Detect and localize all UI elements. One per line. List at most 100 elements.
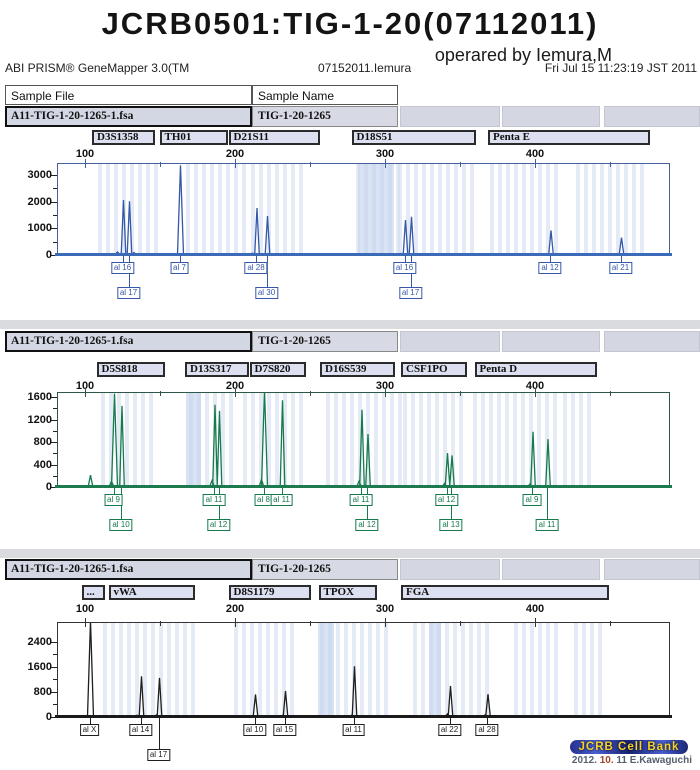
bin-stripe	[461, 623, 465, 717]
y-minor-tick	[53, 241, 57, 243]
bin-stripe	[125, 393, 129, 487]
bin-stripe	[218, 164, 222, 255]
stamp-day: 11	[616, 755, 627, 766]
table-filler-cell	[502, 106, 600, 127]
bin-stripe	[326, 393, 330, 487]
bin-stripe	[283, 393, 287, 487]
allele-connector	[263, 487, 265, 494]
x-major-tick	[385, 618, 386, 627]
y-major-tick	[51, 419, 57, 421]
bin-stripe	[342, 393, 346, 487]
bin-stripe	[135, 623, 139, 717]
allele-label: al 12	[434, 494, 459, 506]
stamp-editor: E.Kawaguchi	[629, 755, 692, 766]
bin-block	[318, 623, 334, 717]
bin-stripe	[579, 393, 583, 487]
allele-label: al 11	[270, 494, 293, 506]
x-major-tick	[535, 618, 536, 627]
bin-stripe	[356, 164, 360, 255]
bin-stripe	[546, 164, 550, 255]
bin-stripe	[336, 623, 340, 717]
x-minor-tick	[460, 162, 461, 167]
bin-stripe	[522, 623, 526, 717]
allele-connector	[404, 255, 406, 262]
bin-stripe	[530, 623, 534, 717]
bin-stripe	[469, 623, 473, 717]
bin-stripe	[368, 623, 372, 717]
bin-stripe	[291, 164, 295, 255]
allele-label: al 11	[342, 724, 365, 736]
bin-stripe	[360, 623, 364, 717]
sample-file-cell[interactable]: A11-TIG-1-20-1265-1.fsa	[5, 331, 252, 352]
x-major-tick	[235, 159, 236, 168]
allele-connector	[179, 255, 181, 262]
bin-stripe	[411, 393, 415, 487]
bin-stripe	[608, 164, 612, 255]
y-tick-label: 800	[33, 436, 52, 448]
bin-stripe	[274, 623, 278, 717]
operator-line: operared by Iemura,M	[434, 45, 612, 65]
bin-stripe	[382, 393, 386, 487]
y-tick-label: 1600	[27, 391, 52, 403]
bin-stripe	[413, 623, 417, 717]
sample-file-cell[interactable]: A11-TIG-1-20-1265-1.fsa	[5, 106, 252, 127]
marker-box-vWA: vWA	[108, 585, 195, 600]
allele-label: al 17	[398, 287, 423, 299]
y-major-tick	[51, 397, 57, 398]
bin-stripe	[146, 164, 150, 255]
y-tick-label: 800	[33, 685, 52, 698]
sample-name-cell[interactable]: TIG-1-20-1265	[252, 331, 398, 352]
sample-name-cell[interactable]: TIG-1-20-1265	[252, 106, 398, 127]
bin-stripe	[489, 393, 493, 487]
allele-connector	[532, 487, 533, 494]
bin-stripe	[183, 623, 187, 717]
trace-svg	[58, 165, 669, 255]
sample-file-cell[interactable]: A11-TIG-1-20-1265-1.fsa	[5, 559, 252, 580]
plot-area	[57, 622, 670, 717]
y-major-tick	[51, 464, 57, 466]
bin-stripe	[221, 393, 225, 487]
bin-stripe	[291, 393, 295, 487]
bin-stripe	[514, 623, 518, 717]
bin-stripe	[445, 623, 449, 717]
bin-stripe	[506, 164, 510, 255]
bin-stripe	[592, 164, 596, 255]
table-filler-cell	[604, 106, 700, 127]
bin-stripe	[497, 393, 501, 487]
marker-box-: ...	[81, 585, 105, 600]
bin-stripe	[554, 164, 558, 255]
jcrb-cell-bank-logo: JCRB Cell Bank	[570, 740, 688, 754]
trace-svg	[58, 623, 669, 717]
x-tick-label: 100	[75, 148, 95, 160]
electropherogram-panel-blue: A11-TIG-1-20-1265-1.fsa TIG-1-20-1265 D3…	[0, 104, 700, 320]
marker-box-D13S317: D13S317	[185, 362, 249, 377]
y-minor-tick	[53, 408, 57, 410]
x-tick-label: 200	[225, 380, 245, 392]
bin-stripe	[98, 164, 102, 255]
bin-stripe	[283, 164, 287, 255]
bin-stripe	[358, 393, 362, 487]
bin-stripe	[430, 164, 434, 255]
bin-stripe	[419, 393, 423, 487]
allele-connector	[547, 487, 548, 519]
y-major-tick	[51, 691, 57, 693]
y-tick-label: 2400	[27, 635, 52, 648]
bin-stripe	[205, 393, 209, 487]
allele-connector	[254, 717, 256, 724]
x-minor-tick	[610, 391, 611, 396]
bin-stripe	[398, 393, 402, 487]
y-minor-tick	[53, 215, 57, 216]
sample-name-cell[interactable]: TIG-1-20-1265	[252, 559, 398, 580]
allele-label: al 10	[109, 519, 133, 531]
bin-stripe	[384, 623, 388, 717]
bin-stripe	[538, 164, 542, 255]
bin-stripe	[282, 623, 286, 717]
bin-stripe	[117, 393, 121, 487]
bin-stripe	[299, 164, 303, 255]
table-filler-cell	[400, 331, 500, 352]
allele-label: al 17	[146, 749, 171, 761]
baseline	[55, 253, 672, 256]
bin-stripe	[590, 623, 594, 717]
bin-stripe	[587, 393, 591, 487]
